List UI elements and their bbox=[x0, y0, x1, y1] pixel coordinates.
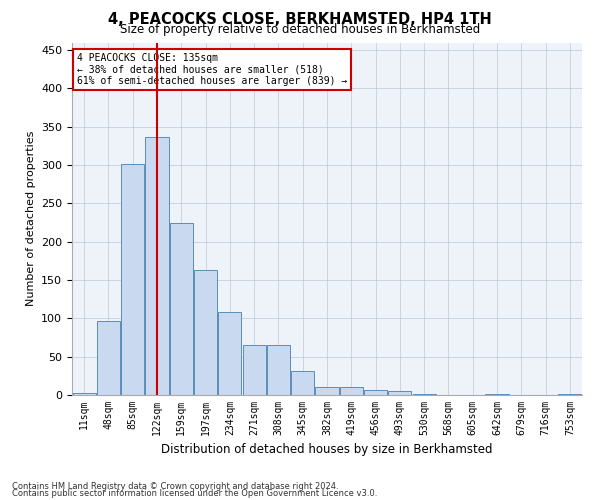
Bar bbox=[364, 390, 387, 395]
Text: Contains HM Land Registry data © Crown copyright and database right 2024.: Contains HM Land Registry data © Crown c… bbox=[12, 482, 338, 491]
Bar bbox=[316, 388, 338, 395]
Bar bbox=[559, 394, 581, 395]
Text: 4 PEACOCKS CLOSE: 135sqm
← 38% of detached houses are smaller (518)
61% of semi-: 4 PEACOCKS CLOSE: 135sqm ← 38% of detach… bbox=[77, 53, 347, 86]
Bar bbox=[145, 137, 169, 395]
Text: Size of property relative to detached houses in Berkhamsted: Size of property relative to detached ho… bbox=[120, 22, 480, 36]
Text: 4, PEACOCKS CLOSE, BERKHAMSTED, HP4 1TH: 4, PEACOCKS CLOSE, BERKHAMSTED, HP4 1TH bbox=[108, 12, 492, 28]
Text: Contains public sector information licensed under the Open Government Licence v3: Contains public sector information licen… bbox=[12, 489, 377, 498]
Bar bbox=[388, 391, 412, 395]
Bar bbox=[218, 312, 241, 395]
Y-axis label: Number of detached properties: Number of detached properties bbox=[26, 131, 35, 306]
Bar bbox=[194, 270, 217, 395]
Bar bbox=[413, 394, 436, 395]
Bar bbox=[242, 345, 266, 395]
Bar bbox=[97, 320, 120, 395]
Bar bbox=[340, 388, 363, 395]
Bar bbox=[170, 222, 193, 395]
X-axis label: Distribution of detached houses by size in Berkhamsted: Distribution of detached houses by size … bbox=[161, 444, 493, 456]
Bar bbox=[121, 164, 144, 395]
Bar bbox=[267, 345, 290, 395]
Bar bbox=[291, 371, 314, 395]
Bar bbox=[73, 392, 95, 395]
Bar bbox=[485, 394, 509, 395]
